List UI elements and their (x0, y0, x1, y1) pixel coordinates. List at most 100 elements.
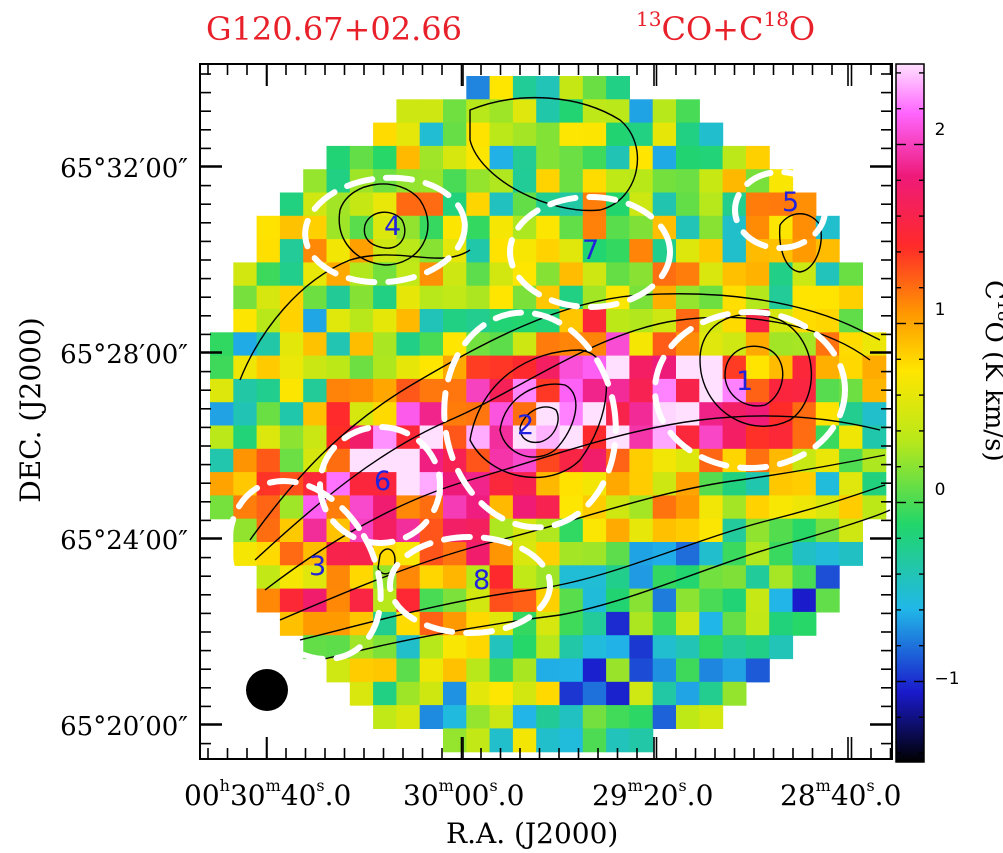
heatmap-cell (466, 728, 491, 753)
heatmap-cell (512, 635, 537, 660)
heatmap-cell (443, 145, 467, 170)
heatmap-cell (629, 635, 654, 660)
heatmap-cell (559, 239, 584, 263)
heatmap-cell (815, 472, 840, 496)
heatmap-cell (233, 285, 258, 310)
heatmap-cell (349, 192, 374, 217)
heatmap-cell (862, 402, 887, 427)
heatmap-cell (279, 309, 304, 333)
heatmap-cell (676, 378, 700, 403)
colorbar-ticks (896, 72, 924, 754)
heatmap-cell (466, 495, 491, 520)
heatmap-cell (652, 332, 677, 357)
heatmap-cell (652, 518, 677, 543)
heatmap-cell (559, 145, 584, 170)
heatmap-cell (512, 658, 537, 683)
heatmap-cell (536, 215, 561, 240)
heatmap-cell (443, 658, 467, 683)
x-tick-min: 28 (780, 779, 816, 812)
contour-line (778, 213, 822, 273)
heatmap-cell (489, 565, 514, 590)
heatmap-cell (629, 122, 654, 147)
x-tick-min-unit: m (628, 776, 643, 795)
clump-ellipse (302, 174, 468, 286)
heatmap-cell (466, 378, 491, 403)
heatmap-cell (629, 472, 654, 496)
heatmap-cell (373, 635, 397, 660)
heatmap-cell (676, 192, 700, 217)
heatmap-cell (489, 681, 514, 706)
heatmap-cell (699, 262, 724, 287)
heatmap-cell (536, 378, 561, 403)
heatmap-cell (466, 262, 491, 287)
heatmap-cell (769, 472, 794, 496)
heatmap-cell (629, 565, 654, 590)
heatmap-cell (769, 262, 794, 287)
heatmap-cell (559, 542, 584, 566)
heatmap-cell (326, 658, 351, 683)
heatmap-cell (489, 285, 514, 310)
heatmap-cell (256, 309, 281, 333)
heatmap-cell (722, 355, 747, 380)
heatmap-cell (582, 76, 607, 100)
heatmap-cell (559, 472, 584, 496)
heatmap-cell (210, 472, 234, 496)
heatmap-cell (512, 472, 537, 496)
heatmap-cell (396, 122, 421, 147)
heatmap-cell (559, 518, 584, 543)
heatmap-cell (373, 705, 397, 729)
heatmap-cell (676, 472, 700, 496)
heatmap-cell (443, 588, 467, 613)
heatmap-cell (489, 635, 514, 660)
colorbar-tick-label: 0 (935, 480, 946, 500)
heatmap-cell (326, 332, 351, 357)
heatmap-cell (745, 378, 770, 403)
clump-ellipse (732, 169, 828, 251)
heatmap-cell (606, 309, 630, 333)
heatmap-cell (373, 495, 397, 520)
heatmap-cell (373, 425, 397, 450)
heatmap-cell (606, 705, 630, 729)
heatmap-cell (559, 402, 584, 427)
heatmap-cell (489, 76, 514, 100)
heatmap-cell (466, 239, 491, 263)
x-tick-sec-unit: s (316, 776, 324, 795)
x-tick-sec: 40 (831, 779, 867, 812)
heatmap-cell (489, 192, 514, 217)
x-tick-frac: .0 (687, 779, 714, 812)
heatmap-cell (489, 658, 514, 683)
heatmap-cell (419, 658, 444, 683)
heatmap-cell (629, 681, 654, 706)
heatmap-cell (279, 355, 304, 380)
x-tick-min-unit: m (816, 776, 831, 795)
heatmap-cell (652, 658, 677, 683)
heatmap-cell (512, 215, 537, 240)
heatmap-cell (419, 635, 444, 660)
heatmap-cell (839, 518, 863, 543)
heatmap-cell (676, 239, 700, 263)
clump-label: 2 (517, 410, 534, 441)
heatmap-cell (326, 192, 351, 217)
contour-lines (239, 97, 891, 661)
heatmap-cell (699, 122, 724, 147)
heatmap-cell (839, 309, 863, 333)
x-tick-hour: 00 (184, 779, 220, 812)
heatmap-cell (303, 169, 328, 194)
heatmap-cell (279, 518, 304, 543)
heatmap-cell (815, 588, 840, 613)
heatmap-cell (419, 681, 444, 706)
heatmap-cell (606, 611, 630, 636)
heatmap-cell (792, 262, 817, 287)
heatmap-cell (373, 378, 397, 403)
y-axis-title: DEC. (J2000) (14, 317, 47, 502)
heatmap-cell (699, 425, 724, 450)
chart-title-lines: 13CO+C18O (636, 7, 815, 48)
heatmap-cell (396, 448, 421, 473)
clump-ellipse (317, 424, 443, 546)
heatmap-cell (373, 145, 397, 170)
heatmap-cell (722, 542, 747, 566)
heatmap-cell (233, 332, 258, 357)
heatmap-cell (512, 169, 537, 194)
heatmap-cell (512, 448, 537, 473)
heatmap-cell (326, 239, 351, 263)
